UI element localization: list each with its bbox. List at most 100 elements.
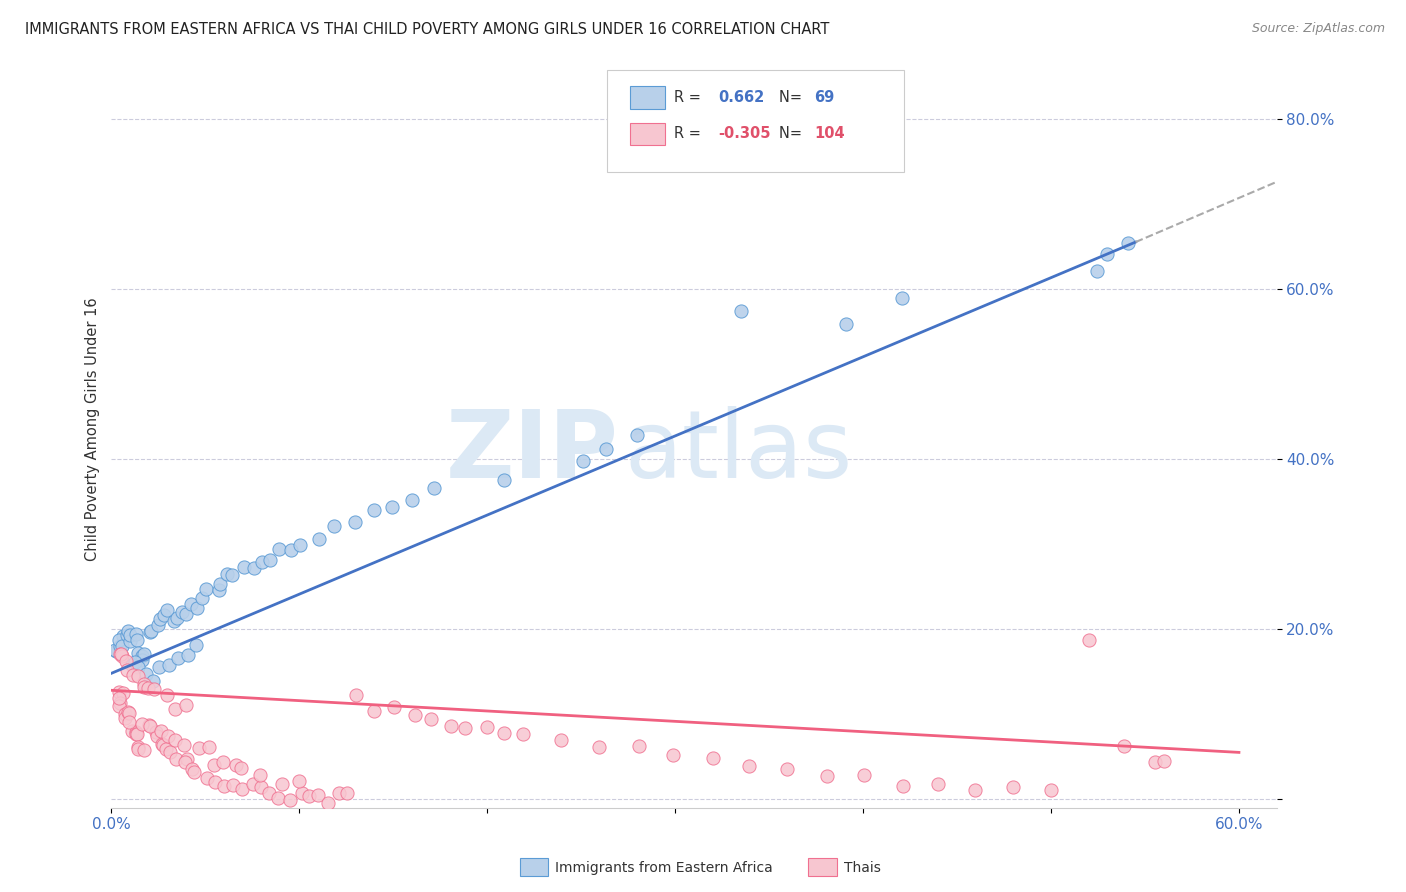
Point bbox=[173, 738, 195, 752]
Point bbox=[138, 624, 160, 639]
Point bbox=[163, 733, 186, 747]
Point bbox=[150, 737, 173, 751]
Point bbox=[166, 651, 188, 665]
Point bbox=[208, 576, 231, 591]
Point bbox=[145, 729, 167, 743]
Point bbox=[108, 684, 131, 698]
Point bbox=[132, 680, 155, 694]
Point bbox=[270, 777, 292, 791]
Point bbox=[208, 582, 231, 597]
Point bbox=[834, 317, 856, 331]
Point bbox=[572, 454, 595, 468]
Point bbox=[121, 657, 143, 672]
Point bbox=[494, 726, 516, 740]
Text: Immigrants from Eastern Africa: Immigrants from Eastern Africa bbox=[555, 861, 773, 875]
Point bbox=[121, 723, 143, 738]
Point bbox=[404, 708, 426, 723]
Point bbox=[131, 648, 153, 663]
Point bbox=[110, 639, 132, 653]
Point bbox=[401, 493, 423, 508]
Point bbox=[104, 644, 127, 658]
Point bbox=[118, 715, 141, 730]
Point bbox=[328, 786, 350, 800]
Point bbox=[124, 655, 146, 669]
Point bbox=[963, 782, 986, 797]
Point bbox=[702, 751, 724, 765]
Point bbox=[661, 748, 683, 763]
Point bbox=[176, 752, 198, 766]
Point bbox=[440, 719, 463, 733]
Text: IMMIGRANTS FROM EASTERN AFRICA VS THAI CHILD POVERTY AMONG GIRLS UNDER 16 CORREL: IMMIGRANTS FROM EASTERN AFRICA VS THAI C… bbox=[25, 22, 830, 37]
Point bbox=[233, 560, 256, 574]
Point bbox=[382, 700, 405, 714]
Point bbox=[152, 738, 174, 752]
Text: 69: 69 bbox=[814, 90, 834, 105]
Point bbox=[120, 634, 142, 648]
FancyBboxPatch shape bbox=[630, 87, 665, 109]
Point bbox=[104, 643, 127, 657]
Point bbox=[195, 582, 218, 597]
Point bbox=[183, 765, 205, 780]
Point bbox=[381, 500, 404, 515]
Point bbox=[139, 624, 162, 638]
Point bbox=[184, 638, 207, 652]
Point bbox=[111, 639, 134, 653]
Point bbox=[156, 688, 179, 702]
Point bbox=[108, 648, 131, 662]
Point bbox=[740, 148, 762, 162]
Point bbox=[363, 704, 385, 718]
Point bbox=[891, 779, 914, 793]
Text: R =: R = bbox=[673, 127, 706, 142]
Point bbox=[127, 659, 149, 673]
Point bbox=[776, 762, 799, 776]
Point bbox=[186, 601, 208, 615]
Point bbox=[336, 786, 359, 800]
Text: Source: ZipAtlas.com: Source: ZipAtlas.com bbox=[1251, 22, 1385, 36]
Point bbox=[111, 629, 134, 643]
Point bbox=[127, 646, 149, 660]
Point bbox=[927, 777, 949, 791]
Point bbox=[180, 597, 202, 611]
Text: R =: R = bbox=[673, 90, 706, 105]
Point bbox=[222, 778, 245, 792]
Y-axis label: Child Poverty Among Girls Under 16: Child Poverty Among Girls Under 16 bbox=[86, 297, 100, 561]
Point bbox=[114, 707, 136, 722]
Point bbox=[215, 566, 238, 581]
Point bbox=[231, 782, 253, 797]
Point bbox=[115, 628, 138, 642]
Point bbox=[195, 771, 218, 785]
Point bbox=[149, 612, 172, 626]
Point bbox=[127, 669, 149, 683]
Point bbox=[1085, 264, 1108, 278]
Point bbox=[125, 725, 148, 739]
Point bbox=[146, 617, 169, 632]
Point bbox=[134, 743, 156, 757]
Point bbox=[139, 719, 162, 733]
Text: N=: N= bbox=[779, 90, 807, 105]
Point bbox=[111, 686, 134, 700]
Point bbox=[1095, 246, 1118, 260]
Point bbox=[212, 780, 235, 794]
Point bbox=[125, 727, 148, 741]
Point bbox=[111, 649, 134, 664]
Point bbox=[132, 677, 155, 691]
Point bbox=[204, 758, 226, 772]
Point bbox=[117, 705, 139, 719]
Point bbox=[267, 790, 290, 805]
Point bbox=[291, 786, 314, 800]
Point bbox=[550, 732, 572, 747]
Point bbox=[494, 473, 516, 487]
Point bbox=[148, 660, 170, 674]
Point bbox=[628, 739, 651, 754]
FancyBboxPatch shape bbox=[630, 122, 665, 145]
Text: 0.662: 0.662 bbox=[718, 90, 765, 105]
Point bbox=[127, 633, 149, 648]
Point bbox=[257, 786, 280, 800]
Point bbox=[588, 739, 610, 754]
Point bbox=[730, 303, 752, 318]
Point bbox=[204, 775, 226, 789]
Point bbox=[127, 727, 149, 741]
Point bbox=[422, 481, 444, 495]
Point bbox=[131, 717, 153, 731]
Point bbox=[132, 648, 155, 662]
